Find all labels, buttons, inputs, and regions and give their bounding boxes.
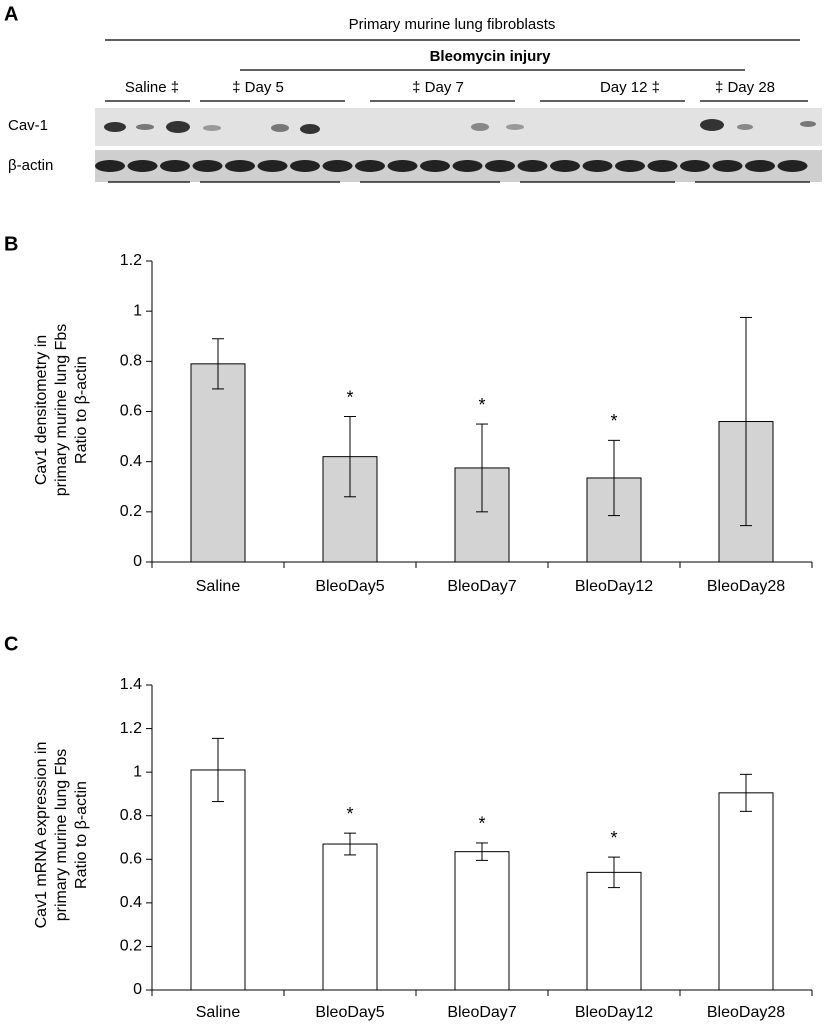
error-bar [608,439,620,517]
x-tick-label: BleoDay12 [575,1004,653,1021]
significance-marker: * [610,411,617,431]
actin-bands [95,160,808,172]
bar [190,363,246,563]
band [485,160,515,172]
y-axis-label: primary murine lung Fbs [53,749,70,922]
error-bar [344,832,356,856]
y-tick-label: 1.2 [120,252,142,269]
x-tick-label: BleoDay7 [447,578,516,595]
y-tick-label: 0 [133,553,142,570]
y-tick-label: 0.6 [120,403,142,420]
significance-marker: * [478,395,485,415]
x-tick-label: BleoDay28 [707,1004,785,1021]
y-axis-label: primary murine lung Fbs [53,324,70,497]
y-axis-label: Ratio to β-actin [73,356,90,464]
bar [190,769,246,991]
y-tick-label: 0.8 [120,807,142,824]
error-bar [476,842,488,861]
significance-marker: * [478,814,485,834]
band [192,160,223,172]
y-tick-label: 0.4 [120,453,142,470]
x-tick-label: BleoDay28 [707,578,785,595]
y-tick-label: 1 [133,763,142,780]
bar [586,871,642,991]
y-tick-label: 0.2 [120,938,142,955]
error-bar [344,416,356,498]
error-bar [476,423,488,513]
group-label: Saline ‡ [125,79,179,96]
panel-letter: B [4,233,18,255]
x-tick-label: Saline [196,1004,241,1021]
y-tick-label: 0.8 [120,353,142,370]
bar [322,843,378,991]
x-tick-label: BleoDay5 [315,1004,384,1021]
band [225,160,255,172]
x-tick-label: BleoDay12 [575,578,653,595]
band [95,160,125,172]
band [290,160,320,172]
band [127,160,158,172]
band [647,160,678,172]
band [615,160,645,172]
band [745,160,775,172]
band [582,160,613,172]
band [387,160,418,172]
band [777,160,808,172]
y-axis-label: Ratio to β-actin [73,781,90,889]
band [452,160,483,172]
band [550,160,580,172]
band [517,160,548,172]
panel-letter: C [4,633,18,655]
bar [718,792,774,991]
significance-marker: * [346,387,353,407]
panel-letter: A [4,3,18,25]
group-label: ‡ Day 28 [715,79,775,96]
error-bar [608,856,620,889]
group-label: Day 12 ‡ [600,79,660,96]
significance-marker: * [610,828,617,848]
blot-header: Primary murine lung fibroblasts [349,16,556,33]
band [712,160,743,172]
group-label: ‡ Day 5 [232,79,284,96]
blot-subheader: Bleomycin injury [430,48,552,65]
y-tick-label: 1.2 [120,720,142,737]
band [257,160,288,172]
x-tick-label: BleoDay5 [315,578,384,595]
error-bar [212,737,224,803]
y-axis-label: Cav1 mRNA expression in [33,742,50,929]
group-label: ‡ Day 7 [412,79,464,96]
y-tick-label: 1 [133,302,142,319]
row-label: Cav-1 [8,117,48,134]
band [420,160,450,172]
cav1-bands [104,119,816,134]
band [355,160,385,172]
error-bar [212,338,224,390]
y-tick-label: 0.2 [120,503,142,520]
error-bar [740,316,752,527]
y-tick-label: 0 [133,981,142,998]
bar [454,851,510,991]
x-tick-label: BleoDay7 [447,1004,516,1021]
row-label: β-actin [8,157,53,174]
y-tick-label: 1.4 [120,676,142,693]
y-tick-label: 0.6 [120,851,142,868]
significance-marker: * [346,804,353,824]
band [680,160,710,172]
y-axis-label: Cav1 densitometry in [33,335,50,485]
error-bar [740,773,752,812]
y-tick-label: 0.4 [120,894,142,911]
x-tick-label: Saline [196,578,241,595]
band [160,160,190,172]
band [322,160,353,172]
